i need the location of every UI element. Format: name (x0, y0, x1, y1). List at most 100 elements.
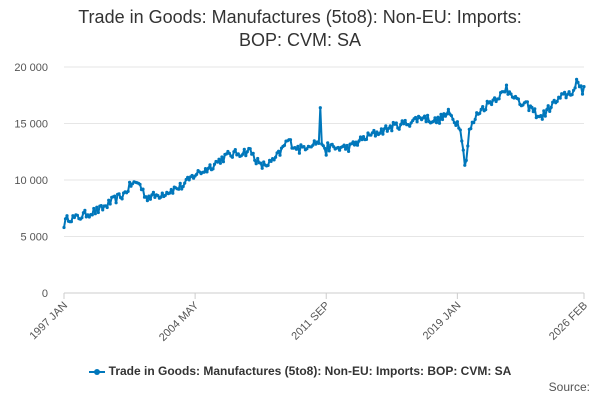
data-point[interactable] (449, 114, 453, 118)
data-point[interactable] (148, 197, 152, 201)
data-point[interactable] (573, 86, 577, 90)
data-point[interactable] (370, 131, 374, 135)
data-point[interactable] (128, 180, 132, 184)
data-point[interactable] (274, 155, 278, 159)
data-point[interactable] (254, 162, 258, 166)
data-point[interactable] (153, 195, 157, 199)
data-point[interactable] (65, 214, 69, 218)
data-point[interactable] (394, 121, 398, 125)
data-point[interactable] (546, 104, 550, 108)
data-point[interactable] (484, 108, 488, 112)
data-point[interactable] (195, 172, 199, 176)
data-point[interactable] (558, 96, 562, 100)
data-point[interactable] (361, 135, 366, 139)
data-point[interactable] (160, 191, 164, 195)
data-point[interactable] (564, 96, 568, 100)
data-point[interactable] (171, 191, 175, 195)
data-point[interactable] (294, 147, 298, 151)
data-point[interactable] (387, 126, 391, 130)
data-point[interactable] (90, 213, 94, 217)
data-point[interactable] (382, 127, 386, 131)
data-point[interactable] (336, 145, 340, 150)
data-point[interactable] (458, 128, 462, 132)
data-point[interactable] (357, 139, 361, 143)
data-point[interactable] (360, 138, 364, 142)
data-point[interactable] (117, 192, 121, 196)
data-point[interactable] (442, 112, 446, 116)
data-point[interactable] (180, 187, 184, 191)
data-point[interactable] (503, 90, 507, 94)
data-point[interactable] (576, 80, 580, 84)
data-point[interactable] (181, 184, 185, 189)
data-point[interactable] (472, 121, 476, 125)
data-point[interactable] (509, 92, 513, 96)
data-point[interactable] (433, 116, 437, 120)
data-point[interactable] (364, 137, 369, 141)
data-point[interactable] (96, 210, 100, 215)
data-point[interactable] (579, 84, 583, 88)
data-point[interactable] (215, 160, 220, 164)
data-point[interactable] (186, 175, 190, 179)
data-point[interactable] (469, 127, 473, 131)
data-point[interactable] (321, 144, 325, 148)
data-point[interactable] (324, 153, 328, 157)
data-point[interactable] (212, 162, 217, 166)
data-point[interactable] (326, 141, 330, 145)
data-point[interactable] (567, 90, 571, 94)
data-point[interactable] (230, 155, 234, 159)
data-point[interactable] (227, 151, 231, 155)
data-point[interactable] (297, 151, 301, 155)
data-point[interactable] (277, 149, 281, 153)
data-point[interactable] (296, 144, 300, 148)
data-point[interactable] (488, 100, 492, 104)
data-point[interactable] (69, 220, 73, 224)
data-point[interactable] (504, 83, 509, 87)
data-point[interactable] (582, 85, 586, 89)
data-point[interactable] (253, 158, 257, 162)
data-point[interactable] (305, 147, 309, 151)
data-point[interactable] (461, 148, 465, 152)
data-point[interactable] (312, 139, 316, 143)
data-point[interactable] (233, 148, 237, 152)
data-point[interactable] (92, 206, 96, 211)
data-point[interactable] (256, 156, 260, 161)
data-point[interactable] (347, 149, 351, 153)
data-point[interactable] (414, 115, 418, 120)
data-point[interactable] (525, 100, 530, 104)
data-point[interactable] (206, 166, 211, 170)
data-point[interactable] (163, 193, 167, 197)
data-point[interactable] (266, 163, 270, 167)
data-point[interactable] (220, 155, 224, 159)
data-point[interactable] (242, 147, 246, 151)
data-point[interactable] (87, 215, 91, 219)
data-point[interactable] (62, 225, 66, 230)
data-point[interactable] (318, 106, 322, 110)
data-point[interactable] (302, 145, 306, 149)
data-point[interactable] (572, 88, 576, 92)
data-point[interactable] (575, 77, 579, 81)
data-point[interactable] (439, 112, 443, 116)
data-point[interactable] (187, 178, 191, 182)
data-point[interactable] (358, 135, 363, 139)
data-point[interactable] (533, 107, 537, 111)
data-point[interactable] (555, 99, 559, 103)
data-point[interactable] (248, 147, 252, 151)
data-point[interactable] (570, 93, 574, 97)
data-point[interactable] (506, 92, 510, 96)
data-point[interactable] (63, 217, 68, 221)
data-point[interactable] (466, 144, 470, 148)
data-point[interactable] (108, 202, 112, 206)
data-point[interactable] (236, 152, 240, 156)
data-point[interactable] (549, 105, 553, 109)
data-point[interactable] (288, 138, 293, 142)
data-point[interactable] (478, 111, 482, 115)
data-point[interactable] (494, 99, 498, 104)
data-point[interactable] (75, 213, 79, 217)
data-point[interactable] (516, 97, 521, 101)
data-point[interactable] (211, 167, 215, 171)
data-point[interactable] (72, 215, 76, 220)
data-point[interactable] (497, 97, 501, 101)
data-point[interactable] (388, 124, 392, 128)
data-point[interactable] (168, 191, 172, 195)
data-point[interactable] (455, 120, 459, 124)
